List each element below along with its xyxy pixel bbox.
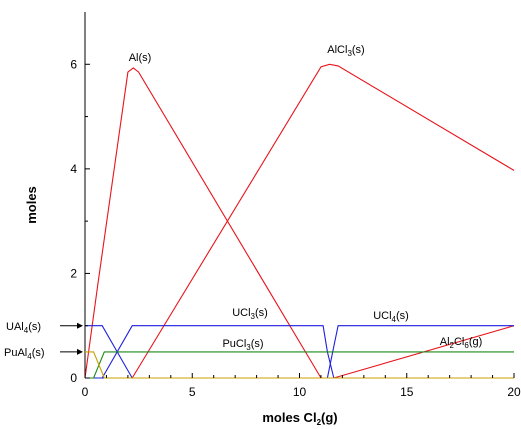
series-line-pual4-s	[85, 351, 514, 379]
x-axis-title: moles Cl2(g)	[262, 410, 337, 427]
series-line-al-s	[84, 67, 514, 379]
label-al: Al(s)	[129, 52, 152, 64]
label-ual4: UAl4(s)	[6, 321, 41, 335]
label-alcl3: AlCl3(s)	[327, 44, 364, 58]
x-tick-label: 5	[189, 385, 196, 399]
x-axis-title-main: moles Cl	[262, 410, 316, 425]
y-axis-title: moles	[24, 186, 39, 224]
label-pucl3: PuCl3(s)	[222, 338, 263, 352]
series-line-ucl3-s	[85, 325, 514, 379]
x-tick-label: 0	[82, 385, 89, 399]
plot-frame	[84, 12, 514, 379]
series-line-alcl3-s	[85, 63, 515, 379]
series-layer	[84, 63, 515, 379]
y-tick-label: 6	[70, 57, 77, 71]
y-tick-label: 0	[70, 371, 77, 385]
y-tick-label: 4	[70, 162, 77, 176]
x-tick-label: 20	[507, 385, 521, 399]
ual4-arrow-head	[77, 322, 83, 329]
pual4-arrow-head	[77, 348, 83, 355]
label-ucl4: UCl4(s)	[373, 310, 409, 324]
y-tick-label: 2	[70, 266, 77, 280]
x-tick-label: 15	[400, 385, 414, 399]
label-ucl3: UCl3(s)	[232, 307, 268, 321]
annotation-layer: Al(s) AlCl3(s) UCl3(s) UCl4(s) PuCl3(s) Al2Cl…	[4, 44, 482, 361]
label-pual4: PuAl4(s)	[4, 347, 45, 361]
x-tick-label: 10	[293, 385, 307, 399]
label-al2cl6: Al2Cl6(g)	[440, 336, 483, 350]
tick-layer: 0 5 10 15 20 0 2 4 6	[70, 57, 521, 399]
